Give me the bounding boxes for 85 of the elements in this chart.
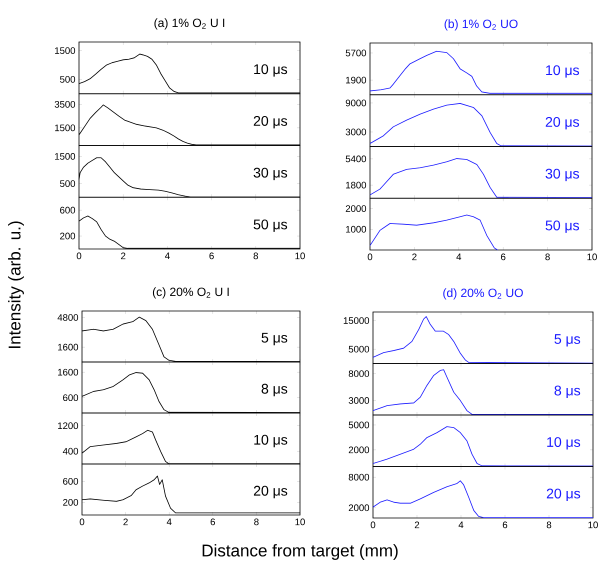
y-tick-label: 1500: [55, 153, 76, 160]
annotation: 20 μs: [254, 116, 288, 128]
x-tick-label: 2: [123, 518, 128, 526]
y-tick-label: 4800: [58, 314, 78, 321]
y-tick-label: 5700: [346, 50, 366, 56]
line-series: [372, 480, 594, 518]
y-tick-label: 200: [63, 499, 78, 506]
x-tick-label: 8: [545, 254, 550, 260]
y-tick-label: 5400: [346, 156, 366, 162]
y-tick-label: 1500: [55, 47, 76, 54]
y-tick-label: 2000: [346, 205, 366, 212]
y-axis-title: Intensity (arb. u.): [8, 221, 24, 348]
x-tick-label: 8: [254, 252, 258, 260]
y-tick-label: 600: [60, 206, 76, 214]
x-tick-label: 2: [414, 522, 420, 528]
x-tick-label: 2: [412, 254, 417, 260]
y-tick-label: 1800: [346, 182, 366, 188]
y-tick-label: 1000: [346, 226, 366, 233]
y-tick-label: 3000: [346, 128, 366, 136]
annotation: 50 μs: [254, 219, 288, 232]
x-tick-label: 0: [76, 252, 82, 260]
chart-title: (a) 1% O$_{2}$ U I: [154, 18, 224, 30]
annotation: 5 μs: [554, 334, 580, 346]
y-tick-label: 8000: [348, 474, 370, 481]
line-series: [372, 426, 594, 466]
y-tick-label: 1900: [346, 76, 366, 84]
line-series: [370, 214, 498, 250]
x-tick-label: 6: [209, 252, 214, 260]
y-tick-label: 5000: [348, 346, 370, 353]
annotation: 20 μs: [254, 486, 288, 498]
x-axis-title: Distance from target (mm): [202, 544, 398, 560]
x-tick-label: 10: [295, 518, 305, 526]
y-tick-label: 400: [62, 448, 78, 455]
annotation: 20 μs: [546, 116, 580, 130]
x-tick-label: 0: [368, 254, 372, 260]
line-series: [370, 158, 592, 198]
y-tick-label: 500: [60, 180, 76, 187]
x-tick-label: 10: [588, 522, 598, 528]
annotation: 30 μs: [546, 168, 580, 182]
y-tick-label: 500: [60, 76, 76, 83]
x-tick-label: 0: [80, 518, 84, 526]
annotation: 10 μs: [254, 64, 288, 77]
y-tick-label: 1500: [55, 124, 76, 132]
y-tick-label: 600: [63, 478, 78, 485]
y-tick-label: 1600: [58, 368, 78, 376]
chart-title: (b) 1% O$_{2}$ UO: [444, 19, 518, 30]
y-tick-label: 3500: [54, 100, 76, 108]
y-tick-label: 2000: [348, 446, 370, 454]
y-tick-label: 5000: [348, 422, 370, 428]
line-series: [370, 50, 592, 94]
chart-title: (d) 20% O$_{2}$ UO: [443, 288, 523, 300]
x-tick-label: 8: [254, 518, 259, 526]
x-tick-label: 4: [458, 522, 464, 528]
y-tick-label: 200: [60, 232, 76, 240]
line-series: [372, 369, 594, 415]
x-tick-label: 4: [166, 518, 172, 526]
x-tick-label: 2: [121, 252, 126, 260]
annotation: 10 μs: [547, 437, 580, 450]
x-tick-label: 4: [164, 252, 170, 260]
x-tick-label: 10: [587, 254, 597, 260]
x-tick-label: 6: [210, 518, 216, 526]
x-tick-label: 4: [456, 254, 462, 260]
y-tick-label: 1600: [58, 344, 78, 351]
line-series: [370, 103, 592, 146]
y-tick-label: 3000: [348, 397, 370, 404]
x-tick-label: 6: [501, 254, 506, 260]
annotation: 50 μs: [546, 220, 580, 233]
y-tick-label: 2000: [348, 504, 370, 512]
annotation: 10 μs: [254, 434, 288, 448]
annotation: 5 μs: [262, 332, 288, 346]
x-tick-label: 10: [295, 252, 305, 260]
y-tick-label: 15000: [344, 317, 370, 324]
chart-title: (c) 20% O$_{2}$ U I: [152, 287, 229, 298]
x-tick-label: 0: [370, 522, 376, 528]
y-tick-label: 600: [63, 394, 78, 402]
annotation: 20 μs: [546, 488, 580, 502]
annotation: 8 μs: [554, 386, 580, 398]
annotation: 30 μs: [254, 168, 288, 180]
x-tick-label: 6: [502, 522, 508, 528]
y-tick-label: 9000: [346, 100, 366, 106]
y-tick-label: 1200: [58, 422, 78, 430]
annotation: 10 μs: [546, 65, 580, 78]
x-tick-label: 8: [546, 522, 552, 528]
annotation: 8 μs: [262, 384, 288, 396]
y-tick-label: 8000: [348, 370, 370, 378]
